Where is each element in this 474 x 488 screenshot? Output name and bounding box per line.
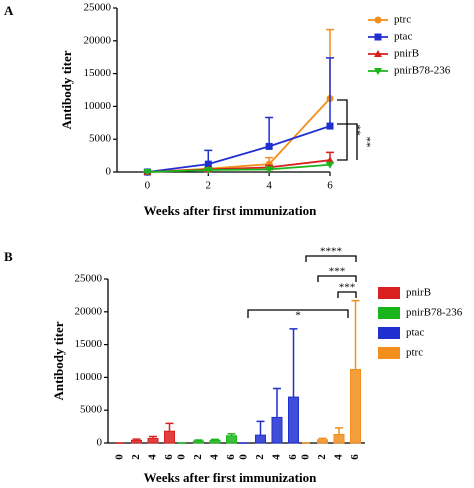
x-axis-label: Weeks after first immunization bbox=[144, 203, 317, 218]
annotation: *** bbox=[339, 282, 356, 294]
y-tick-label: 10000 bbox=[75, 371, 103, 383]
legend-swatch bbox=[378, 307, 400, 319]
legend-label: pnirB bbox=[406, 287, 431, 299]
bar bbox=[131, 439, 142, 444]
panel-label: B bbox=[4, 249, 13, 264]
bar bbox=[226, 435, 237, 444]
x-tick-label: 4 bbox=[209, 454, 221, 460]
x-tick-label: 6 bbox=[287, 454, 299, 460]
y-tick-label: 15000 bbox=[84, 67, 112, 79]
y-axis-label: Antibody titer bbox=[51, 321, 66, 400]
x-tick-label: 6 bbox=[225, 454, 237, 460]
x-tick-label: 4 bbox=[271, 454, 283, 460]
error-bar bbox=[265, 116, 274, 147]
legend-label: ptac bbox=[394, 31, 412, 43]
legend-marker bbox=[374, 68, 382, 75]
y-tick-label: 5000 bbox=[89, 133, 112, 145]
legend-marker bbox=[374, 33, 382, 41]
x-tick-label: 6 bbox=[163, 454, 175, 460]
error-bar bbox=[273, 387, 281, 418]
y-tick-label: 20000 bbox=[84, 34, 112, 46]
x-tick-label: 4 bbox=[333, 454, 345, 460]
x-tick-label: 4 bbox=[266, 180, 272, 192]
legend-label: ptac bbox=[406, 327, 424, 339]
legend-label: ptrc bbox=[406, 347, 423, 359]
annotation: * bbox=[295, 310, 301, 322]
point bbox=[143, 169, 152, 176]
bar bbox=[271, 416, 283, 444]
series-line bbox=[147, 125, 331, 173]
point bbox=[326, 161, 334, 169]
x-tick-label: 0 bbox=[300, 454, 312, 460]
y-tick-label: 15000 bbox=[75, 338, 103, 350]
error-bar bbox=[326, 57, 334, 127]
legend-label: pnirB78-236 bbox=[406, 307, 463, 319]
y-tick-label: 0 bbox=[106, 166, 112, 178]
point bbox=[204, 167, 213, 175]
error-bar bbox=[256, 420, 265, 436]
legend-marker bbox=[374, 16, 382, 24]
error-bar bbox=[351, 299, 360, 370]
annotation: **** bbox=[320, 246, 342, 258]
point bbox=[326, 156, 334, 164]
y-tick-label: 10000 bbox=[84, 100, 112, 112]
point bbox=[265, 166, 274, 174]
bar bbox=[350, 369, 361, 444]
y-tick-label: 5000 bbox=[80, 404, 103, 416]
x-tick-label: 4 bbox=[147, 454, 159, 460]
x-tick-label: 6 bbox=[327, 180, 333, 192]
point bbox=[265, 142, 273, 150]
bar bbox=[193, 440, 204, 444]
x-tick-label: 0 bbox=[114, 454, 126, 460]
legend-swatch bbox=[378, 287, 400, 299]
legend-label: pnirB bbox=[394, 48, 419, 60]
bar bbox=[255, 434, 266, 444]
x-tick-label: 2 bbox=[130, 454, 142, 460]
significance-bracket bbox=[337, 99, 358, 161]
annotation: ** bbox=[360, 137, 372, 148]
y-tick-label: 25000 bbox=[84, 2, 112, 14]
point bbox=[326, 122, 334, 130]
x-tick-label: 2 bbox=[206, 180, 212, 192]
x-tick-label: 6 bbox=[349, 454, 361, 460]
y-tick-label: 25000 bbox=[75, 273, 103, 285]
series-line bbox=[147, 163, 331, 173]
x-tick-label: 2 bbox=[254, 454, 266, 460]
legend-label: ptrc bbox=[394, 14, 411, 26]
bar bbox=[164, 430, 175, 444]
legend-label: pnirB78-236 bbox=[394, 65, 451, 77]
x-tick-label: 2 bbox=[316, 454, 328, 460]
x-tick-label: 0 bbox=[145, 180, 151, 192]
annotation: *** bbox=[329, 266, 346, 278]
significance-bracket bbox=[247, 255, 357, 318]
legend-swatch bbox=[378, 347, 400, 359]
bar bbox=[333, 433, 345, 444]
point bbox=[204, 160, 212, 168]
bar bbox=[209, 439, 221, 444]
bar bbox=[317, 439, 328, 444]
x-tick-label: 2 bbox=[192, 454, 204, 460]
error-bar bbox=[289, 328, 298, 398]
bar bbox=[288, 396, 299, 444]
y-tick-label: 20000 bbox=[75, 305, 103, 317]
y-axis-label: Antibody titer bbox=[59, 50, 74, 129]
x-axis-label: Weeks after first immunization bbox=[144, 470, 317, 485]
error-bar bbox=[335, 427, 343, 435]
legend-swatch bbox=[378, 327, 400, 339]
error-bar bbox=[165, 422, 174, 432]
x-tick-label: 0 bbox=[238, 454, 250, 460]
x-tick-label: 0 bbox=[176, 454, 188, 460]
annotation: ** bbox=[350, 125, 362, 136]
legend-marker bbox=[374, 50, 382, 57]
panel-label: A bbox=[4, 3, 14, 18]
bar bbox=[147, 437, 159, 444]
y-tick-label: 0 bbox=[97, 437, 103, 449]
